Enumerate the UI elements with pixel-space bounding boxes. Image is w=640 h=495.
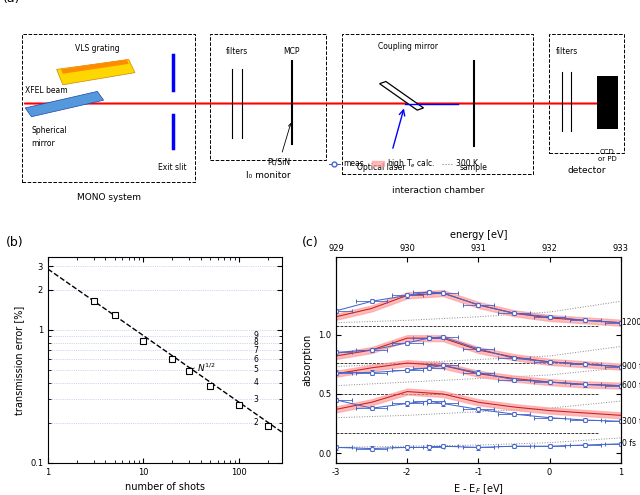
Text: 2: 2	[253, 418, 259, 427]
Text: 9: 9	[253, 331, 259, 341]
Text: 5: 5	[253, 365, 259, 374]
Bar	[342, 34, 533, 174]
Text: MONO system: MONO system	[77, 193, 141, 202]
Text: 0 fs: 0 fs	[622, 440, 636, 448]
Text: Coupling mirror: Coupling mirror	[378, 42, 438, 50]
Polygon shape	[56, 59, 135, 85]
Text: 4: 4	[253, 378, 259, 387]
Y-axis label: transmission error [%]: transmission error [%]	[15, 305, 24, 415]
Y-axis label: absorption: absorption	[303, 334, 312, 386]
Text: 1200 fs: 1200 fs	[622, 318, 640, 327]
Polygon shape	[380, 82, 424, 110]
Text: $\sim N^{1/2}$: $\sim N^{1/2}$	[186, 361, 216, 374]
Text: detector: detector	[567, 166, 606, 175]
Text: 900 fs: 900 fs	[622, 362, 640, 371]
Text: 600 fs: 600 fs	[622, 381, 640, 390]
Legend: meas., high T$_e$ calc., 300 K: meas., high T$_e$ calc., 300 K	[326, 154, 481, 174]
Text: (a): (a)	[3, 0, 20, 5]
Text: XFEL beam: XFEL beam	[25, 86, 68, 95]
X-axis label: E - E$_F$ [eV]: E - E$_F$ [eV]	[453, 482, 504, 495]
Text: 8: 8	[253, 338, 259, 347]
Text: Spherical: Spherical	[31, 126, 67, 135]
Text: MCP: MCP	[284, 47, 300, 56]
Bar	[549, 34, 624, 153]
Polygon shape	[25, 92, 104, 117]
X-axis label: number of shots: number of shots	[125, 482, 205, 492]
Text: filters: filters	[556, 47, 578, 56]
Text: 7: 7	[253, 346, 259, 355]
Text: VLS grating: VLS grating	[75, 44, 120, 53]
Bar	[211, 34, 326, 160]
Text: (b): (b)	[6, 236, 24, 249]
Text: I₀ monitor: I₀ monitor	[246, 171, 291, 180]
Text: (c): (c)	[302, 236, 319, 249]
Text: Exit slit: Exit slit	[158, 163, 187, 172]
Bar	[597, 76, 618, 129]
Text: CCD
or PD: CCD or PD	[598, 148, 616, 162]
Text: 6: 6	[253, 355, 259, 364]
Text: 300 fs: 300 fs	[622, 417, 640, 426]
Text: Pt/SiN: Pt/SiN	[268, 124, 291, 166]
Text: mirror: mirror	[31, 139, 55, 148]
Text: sample: sample	[460, 163, 488, 172]
Bar	[22, 34, 195, 182]
X-axis label: energy [eV]: energy [eV]	[450, 230, 507, 240]
Text: Optical laser: Optical laser	[357, 163, 406, 172]
Text: filters: filters	[226, 47, 248, 56]
Text: 3: 3	[253, 395, 259, 404]
Text: interaction chamber: interaction chamber	[392, 186, 484, 195]
Polygon shape	[61, 59, 129, 74]
